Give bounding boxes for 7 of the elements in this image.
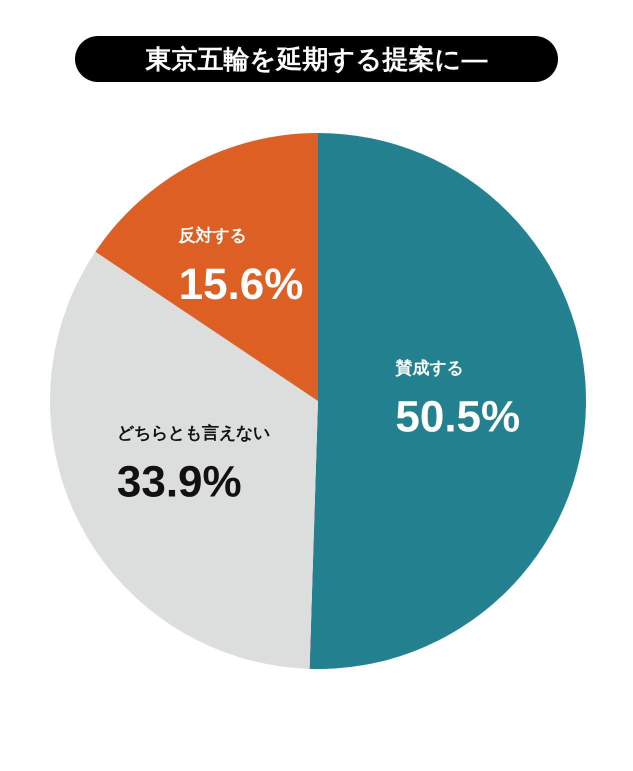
data-label: 33.9%	[116, 457, 242, 506]
slice-label: どちらとも言えない	[116, 423, 270, 442]
slice-label: 反対する	[178, 226, 247, 245]
data-label: 50.5%	[395, 392, 520, 442]
chart-title: 東京五輪を延期する提案に―	[144, 44, 488, 74]
slice-label: 賛成する	[394, 358, 464, 378]
data-label: 15.6%	[178, 260, 304, 309]
